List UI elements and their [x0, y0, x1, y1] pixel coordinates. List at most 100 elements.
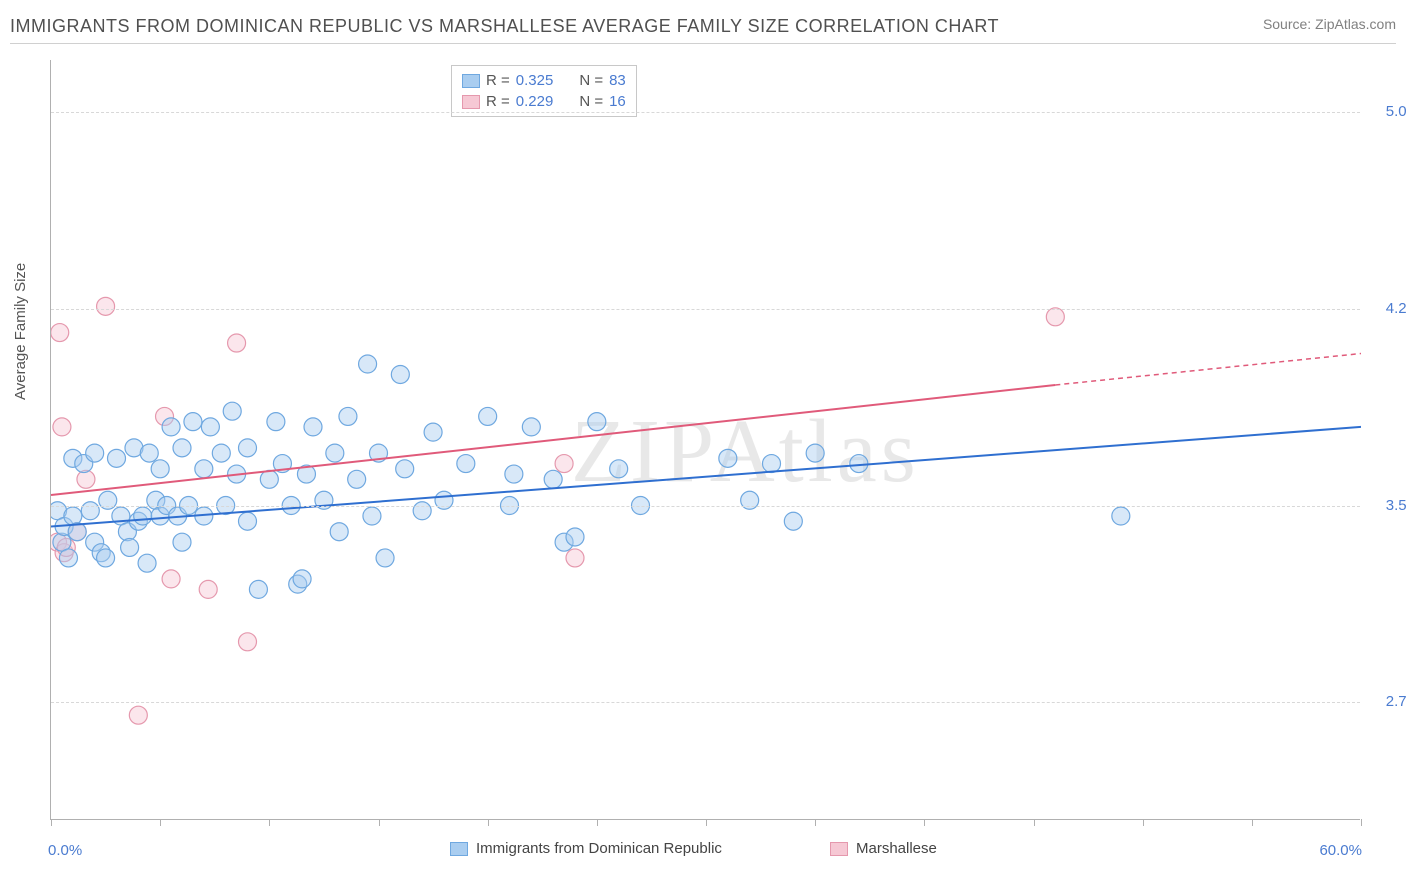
data-point [77, 470, 95, 488]
data-point [173, 439, 191, 457]
x-tick [488, 819, 489, 826]
chart-area: ZIPAtlas R = 0.325 N = 83 R = 0.229 N = … [50, 60, 1360, 820]
data-point [741, 491, 759, 509]
data-point [162, 418, 180, 436]
data-point [173, 533, 191, 551]
data-point [239, 439, 257, 457]
data-point [53, 418, 71, 436]
data-point [108, 449, 126, 467]
data-point [363, 507, 381, 525]
x-tick [379, 819, 380, 826]
data-point [763, 455, 781, 473]
data-point [566, 549, 584, 567]
x-tick [1252, 819, 1253, 826]
data-point [267, 413, 285, 431]
data-point [391, 365, 409, 383]
data-point [239, 512, 257, 530]
x-tick [706, 819, 707, 826]
data-point [97, 549, 115, 567]
data-point [184, 413, 202, 431]
x-tick [51, 819, 52, 826]
data-point [326, 444, 344, 462]
data-point [134, 507, 152, 525]
data-point [201, 418, 219, 436]
data-point [806, 444, 824, 462]
source-label: Source: ZipAtlas.com [1263, 16, 1396, 32]
data-point [249, 580, 267, 598]
data-point [719, 449, 737, 467]
legend-series-b: Marshallese [830, 840, 937, 857]
gridline [51, 112, 1360, 113]
data-point [544, 470, 562, 488]
data-point [212, 444, 230, 462]
data-point [129, 706, 147, 724]
data-point [566, 528, 584, 546]
x-tick [1361, 819, 1362, 826]
stats-legend: R = 0.325 N = 83 R = 0.229 N = 16 [451, 65, 637, 117]
data-point [228, 334, 246, 352]
y-tick-label: 5.00 [1365, 103, 1406, 120]
y-tick-label: 2.75 [1365, 693, 1406, 710]
chart-title: IMMIGRANTS FROM DOMINICAN REPUBLIC VS MA… [10, 16, 999, 37]
data-point [195, 460, 213, 478]
data-point [99, 491, 117, 509]
n-value-a: 83 [609, 72, 626, 89]
swatch-b-icon [830, 842, 848, 856]
data-point [260, 470, 278, 488]
gridline [51, 309, 1360, 310]
swatch-a-icon [462, 74, 480, 88]
gridline [51, 506, 1360, 507]
y-tick-label: 3.50 [1365, 497, 1406, 514]
data-point [64, 507, 82, 525]
y-axis-label: Average Family Size [12, 263, 29, 400]
series-a-label: Immigrants from Dominican Republic [476, 840, 722, 857]
data-point [121, 538, 139, 556]
data-point [239, 633, 257, 651]
x-tick [1143, 819, 1144, 826]
x-tick [269, 819, 270, 826]
data-point [505, 465, 523, 483]
data-point [330, 523, 348, 541]
swatch-a-icon [450, 842, 468, 856]
plot-region: ZIPAtlas R = 0.325 N = 83 R = 0.229 N = … [50, 60, 1360, 820]
data-point [396, 460, 414, 478]
data-point [348, 470, 366, 488]
data-point [588, 413, 606, 431]
data-point [304, 418, 322, 436]
data-point [59, 549, 77, 567]
swatch-b-icon [462, 95, 480, 109]
data-point [413, 502, 431, 520]
data-point [151, 460, 169, 478]
data-point [51, 324, 69, 342]
x-tick [160, 819, 161, 826]
data-point [522, 418, 540, 436]
x-tick [597, 819, 598, 826]
r-value-b: 0.229 [516, 93, 554, 110]
data-point [555, 455, 573, 473]
data-point [97, 297, 115, 315]
x-tick [924, 819, 925, 826]
data-point [850, 455, 868, 473]
n-value-b: 16 [609, 93, 626, 110]
trend-line [1055, 354, 1361, 385]
data-point [1112, 507, 1130, 525]
x-min-label: 0.0% [48, 842, 82, 859]
data-point [479, 407, 497, 425]
data-point [435, 491, 453, 509]
data-point [81, 502, 99, 520]
legend-series-a: Immigrants from Dominican Republic [450, 840, 722, 857]
data-point [140, 444, 158, 462]
data-point [138, 554, 156, 572]
r-value-a: 0.325 [516, 72, 554, 89]
data-point [376, 549, 394, 567]
gridline [51, 702, 1360, 703]
scatter-svg [51, 60, 1361, 820]
data-point [199, 580, 217, 598]
x-max-label: 60.0% [1319, 842, 1362, 859]
data-point [339, 407, 357, 425]
data-point [293, 570, 311, 588]
x-tick [1034, 819, 1035, 826]
series-b-label: Marshallese [856, 840, 937, 857]
x-tick [815, 819, 816, 826]
y-tick-label: 4.25 [1365, 300, 1406, 317]
